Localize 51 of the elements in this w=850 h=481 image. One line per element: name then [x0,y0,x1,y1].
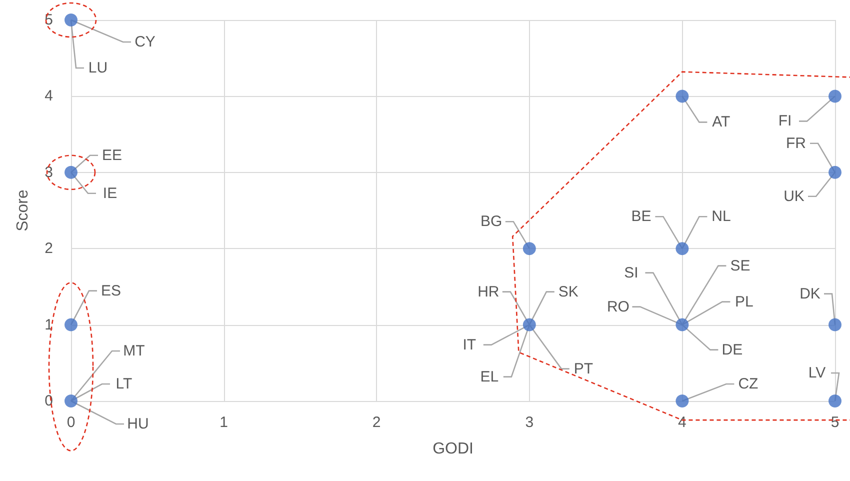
annotation: PL [735,293,754,310]
y-axis-title: Score [14,190,32,232]
annotation: PT [574,360,593,378]
annotation: EE [102,146,122,164]
annotation: HU [127,416,149,432]
point [676,242,689,256]
annotation: SI [624,264,638,282]
annotation: BE [631,208,652,226]
annotation: IT [462,336,476,354]
point [828,166,842,179]
x-tick-label: 1 [220,414,228,431]
x-tick-label: 0 [66,414,76,431]
annotation: DK [800,285,820,302]
annotation: DE [722,341,743,358]
annotation: LV [808,364,826,382]
point [676,318,689,332]
y-tick-label: 0 [44,392,53,410]
annotation: UK [784,188,804,205]
annotation: RO [606,298,630,316]
annotation: FR [786,134,806,152]
annotation: IE [102,184,118,202]
y-tick-label: 1 [44,316,53,334]
y-tick-label: 2 [44,240,53,258]
annotation: NL [712,208,731,226]
annotation: CY [134,34,156,50]
annotation: LT [116,376,132,392]
annotation: BG [480,213,502,230]
x-tick-label: 3 [525,414,534,431]
point [522,242,536,256]
x-axis-title: GODI [432,440,474,458]
point [828,394,842,408]
point [828,318,842,332]
x-tick-label: 2 [372,414,381,431]
annotation: LU [88,60,108,76]
point [64,394,78,408]
point [522,318,536,332]
annotation: SE [730,257,750,274]
annotation: CZ [738,376,758,392]
annotation: AT [712,114,730,131]
y-tick-label: 4 [44,88,53,105]
annotation: EL [480,368,499,386]
y-tick-label: 3 [44,164,53,181]
annotation: HR [478,283,500,300]
annotation: ES [100,282,122,300]
point [676,90,689,103]
point [828,90,842,103]
annotation: FI [778,112,792,130]
annotation: MT [123,342,145,360]
point [676,394,689,408]
point [64,318,78,332]
annotation: SK [558,283,578,300]
